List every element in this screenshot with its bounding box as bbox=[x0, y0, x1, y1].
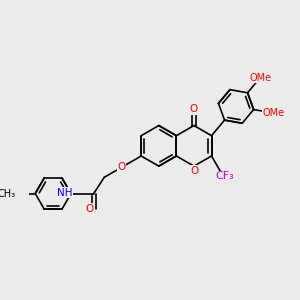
Text: O: O bbox=[190, 166, 199, 176]
Text: OMe: OMe bbox=[249, 73, 272, 82]
Text: O: O bbox=[117, 162, 125, 172]
Text: O: O bbox=[190, 104, 198, 114]
Text: OMe: OMe bbox=[262, 108, 284, 118]
Text: CH₃: CH₃ bbox=[0, 188, 15, 199]
Text: CF₃: CF₃ bbox=[215, 171, 234, 181]
Text: O: O bbox=[86, 204, 94, 214]
Text: NH: NH bbox=[57, 188, 72, 197]
